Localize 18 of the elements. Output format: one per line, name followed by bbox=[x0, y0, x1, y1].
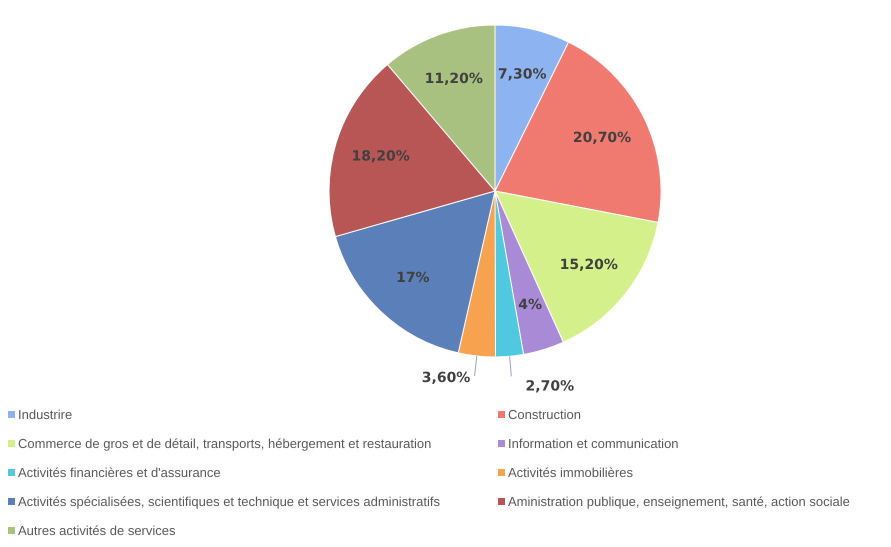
legend-label: Industrire bbox=[18, 407, 72, 422]
legend-label: Activités financières et d'assurance bbox=[18, 465, 221, 480]
data-label: 20,70% bbox=[572, 130, 632, 146]
legend-label: Activités spécialisées, scientifiques et technique et services administratifs bbox=[18, 494, 440, 509]
data-label: 18,20% bbox=[351, 148, 410, 164]
data-label: 2,70% bbox=[526, 378, 574, 394]
legend-label: Construction bbox=[508, 407, 581, 422]
data-label: 4% bbox=[518, 297, 542, 314]
data-label: 15,20% bbox=[560, 257, 618, 274]
data-label: 7,30% bbox=[498, 66, 546, 83]
data-label: 3,60% bbox=[422, 370, 470, 386]
data-label: 11,20% bbox=[424, 70, 483, 87]
legend-label: Autres activités de services bbox=[18, 523, 176, 538]
legend-label: Aministration publique, enseignement, santé, action sociale bbox=[508, 494, 850, 509]
legend-label: Information et communication bbox=[508, 436, 679, 451]
legend-label: Activités immobilières bbox=[508, 465, 633, 480]
data-label: 17% bbox=[396, 270, 430, 286]
legend-label: Commerce de gros et de détail, transports, hébergement et restauration bbox=[18, 436, 432, 451]
